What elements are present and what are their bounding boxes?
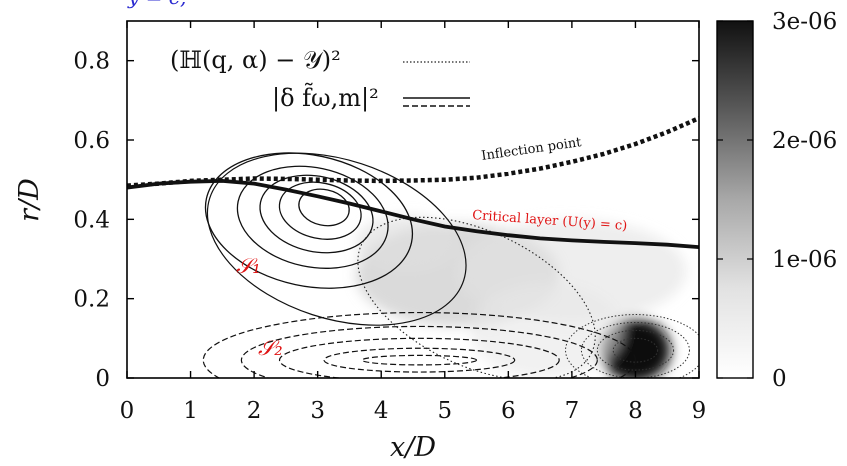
x-tick-label: 4 <box>374 398 389 424</box>
s2-contour-2 <box>323 347 516 373</box>
s2-contour-1 <box>361 354 478 366</box>
dotted-contour-peak-3 <box>580 321 690 378</box>
legend: (ℍ(q, α) − 𝒴)² |δ f̃ω,m|² <box>170 46 470 113</box>
s2-contour-3 <box>278 337 560 378</box>
colorbar-axis: 0 1e-06 2e-06 3e-06 <box>717 9 837 392</box>
s1-contour-5 <box>204 152 414 289</box>
colorbar <box>716 20 754 379</box>
dotted-contour-peak-1 <box>612 337 659 363</box>
x-tick-label: 0 <box>120 398 135 424</box>
s2-contour-4 <box>240 325 598 378</box>
x-axis: 0 1 2 3 4 5 6 7 8 9 <box>120 21 707 424</box>
heatmap-field <box>355 215 687 378</box>
s1-contour-outer <box>206 152 467 326</box>
annotation-s2: 𝒮₂ <box>258 336 283 360</box>
y-tick-label: 0.6 <box>73 128 110 154</box>
colorbar-tick-label: 2e-06 <box>772 128 837 154</box>
colorbar-tick-label: 3e-06 <box>772 9 837 35</box>
colorbar-tick-label: 1e-06 <box>772 247 837 273</box>
annotation-s1: 𝒮₁ <box>236 254 261 278</box>
y-tick-label: 0.8 <box>73 49 110 75</box>
s1-contour-4 <box>236 165 389 269</box>
y-tick-label: 0.4 <box>73 207 110 233</box>
x-tick-label: 2 <box>247 398 262 424</box>
legend-label-dotted: (ℍ(q, α) − 𝒴)² <box>170 46 341 74</box>
contour-lines <box>202 152 699 378</box>
x-tick-label: 7 <box>565 398 580 424</box>
inflection-point-curve <box>127 116 699 188</box>
heat-blob-4 <box>355 215 458 271</box>
colorbar-tick-label: 0 <box>772 366 787 392</box>
y-tick-label: 0 <box>95 366 110 392</box>
critical-layer-curve <box>127 178 699 249</box>
dotted-contour-region <box>357 216 596 378</box>
x-tick-label: 3 <box>310 398 325 424</box>
x-tick-label: 1 <box>183 398 198 424</box>
s1-contour-1 <box>298 188 350 227</box>
annotation-inflection: Inflection point <box>480 135 583 164</box>
x-axis-title: x/D <box>390 432 436 463</box>
x-tick-label: 9 <box>692 398 707 424</box>
y-axis-title: r/D <box>14 178 45 222</box>
y-tick-label: 0.2 <box>73 287 110 313</box>
x-tick-label: 8 <box>628 398 643 424</box>
s2-contour-5 <box>202 311 636 378</box>
x-tick-label: 5 <box>437 398 452 424</box>
x-tick-label: 6 <box>501 398 516 424</box>
curves <box>127 116 699 249</box>
y-axis: 0 0.2 0.4 0.6 0.8 <box>73 49 699 392</box>
plot-frame <box>126 20 700 379</box>
top-text: y = c, <box>127 0 186 9</box>
legend-label-flux: |δ f̃ω,m|² <box>272 83 379 113</box>
dotted-contour-peak-2 <box>596 329 675 371</box>
s1-contour-2 <box>278 181 362 240</box>
s1-contour-3 <box>259 174 374 254</box>
heat-blob-5 <box>470 282 623 378</box>
